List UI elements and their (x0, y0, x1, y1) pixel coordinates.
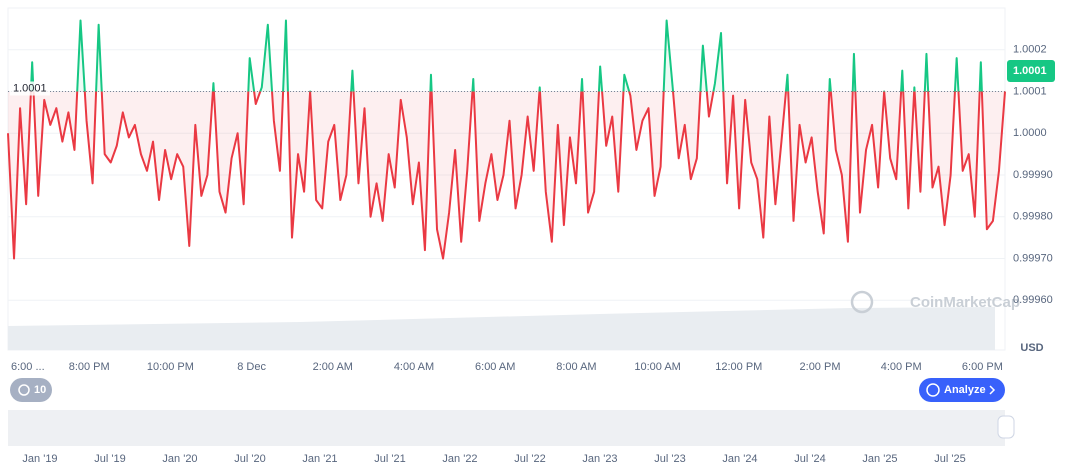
navigator-label: Jul '19 (94, 453, 125, 465)
last-price-label: 1.0001 (1013, 65, 1047, 77)
y-tick-label: 1.0000 (1013, 127, 1047, 139)
navigator-label: Jul '24 (794, 453, 825, 465)
x-tick-label: 2:00 PM (800, 361, 841, 373)
navigator-label: Jan '24 (722, 453, 757, 465)
navigator-label: Jul '21 (374, 453, 405, 465)
grid (8, 49, 1005, 301)
x-tick-label: 8 Dec (237, 361, 266, 373)
x-tick-label: 6:00 ... (11, 361, 45, 373)
x-tick-label: 4:00 PM (881, 361, 922, 373)
navigator-label: Jul '23 (654, 453, 685, 465)
history-count: 10 (34, 384, 46, 396)
navigator-label: Jul '22 (514, 453, 545, 465)
y-tick-label: 1.0002 (1013, 44, 1047, 56)
watermark-logo (850, 290, 874, 314)
navigator (8, 410, 1005, 446)
navigator-label: Jul '20 (234, 453, 265, 465)
y-tick-label: 0.99970 (1013, 252, 1053, 264)
history-button[interactable]: 10 (10, 378, 52, 402)
analyze-icon (926, 383, 940, 397)
currency-label: USD (1020, 342, 1043, 354)
plot: 1.0001 (7, 19, 1006, 260)
x-tick-label: 8:00 PM (69, 361, 110, 373)
watermark: CoinMarketCap (910, 294, 1020, 311)
y-tick-label: 0.99990 (1013, 169, 1053, 181)
analyze-button-bg[interactable] (919, 378, 1005, 402)
price-line-down (7, 91, 1006, 260)
navigator-label: Jul '25 (934, 453, 965, 465)
navigator-label: Jan '20 (162, 453, 197, 465)
x-tick-label: 10:00 PM (147, 361, 194, 373)
y-tick-label: 0.99960 (1013, 294, 1053, 306)
navigator-label: Jan '25 (862, 453, 897, 465)
x-tick-label: 12:00 PM (715, 361, 762, 373)
navigator-label: Jan '21 (302, 453, 337, 465)
x-tick-label: 8:00 AM (556, 361, 596, 373)
analyze-button[interactable]: Analyze (919, 378, 1005, 402)
x-tick-label: 10:00 AM (634, 361, 680, 373)
volume-area (8, 307, 995, 350)
navigator-handle[interactable] (997, 415, 1015, 439)
last-price-tag (1007, 60, 1055, 82)
navigator-label: Jan '22 (442, 453, 477, 465)
y-tick-label: 0.99980 (1013, 211, 1053, 223)
x-tick-label: 6:00 AM (475, 361, 515, 373)
navigator-label: Jan '23 (582, 453, 617, 465)
navigator-label: Jan '19 (22, 453, 57, 465)
analyze-label: Analyze (944, 384, 986, 396)
x-tick-label: 4:00 AM (394, 361, 434, 373)
baseline-label: 1.0001 (13, 82, 47, 94)
y-tick-label: 1.0001 (1013, 85, 1047, 97)
history-icon (18, 384, 30, 396)
baseline-label-bg (10, 81, 50, 96)
area-down (8, 91, 1005, 259)
x-tick-label: 6:00 PM (962, 361, 1003, 373)
analyze-arrow (989, 385, 996, 395)
x-tick-label: 2:00 AM (313, 361, 353, 373)
history-button-bg[interactable] (10, 378, 52, 402)
